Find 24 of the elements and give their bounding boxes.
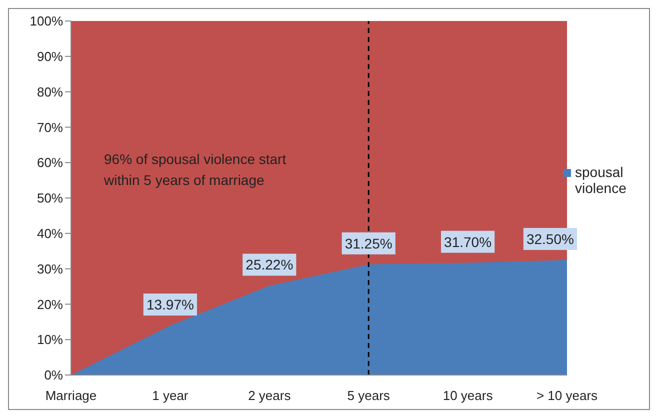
data-label: 32.50% bbox=[526, 230, 574, 247]
x-tick-label: 5 years bbox=[347, 388, 390, 404]
annotation: 96% of spousal violence start within 5 years of marriage bbox=[104, 150, 288, 190]
x-tick-label: Marriage bbox=[45, 388, 97, 404]
y-tick-label: 30% bbox=[36, 261, 64, 276]
y-tick-label: 20% bbox=[36, 296, 64, 312]
x-tick-label: 1 year bbox=[152, 388, 189, 404]
y-tick-label: 60% bbox=[36, 155, 64, 170]
x-tick-label: > 10 years bbox=[536, 388, 598, 404]
x-tick-label: 10 years bbox=[442, 388, 494, 404]
y-tick-label: 50% bbox=[36, 190, 64, 206]
data-label: 13.97% bbox=[146, 296, 194, 313]
x-tick-label: 2 years bbox=[248, 388, 292, 404]
y-tick-label: 10% bbox=[36, 332, 64, 348]
data-label: 25.22% bbox=[246, 256, 294, 273]
y-tick-label: 100% bbox=[30, 14, 64, 29]
legend-label: spousal violence bbox=[575, 164, 628, 196]
y-tick-label: 70% bbox=[36, 120, 64, 135]
y-tick-label: 40% bbox=[36, 226, 64, 242]
y-tick-label: 80% bbox=[36, 84, 64, 100]
y-tick-label: 90% bbox=[36, 49, 64, 64]
y-tick-label: 0% bbox=[44, 368, 64, 383]
data-label: 31.25% bbox=[344, 235, 392, 252]
data-label: 31.70% bbox=[444, 234, 492, 250]
